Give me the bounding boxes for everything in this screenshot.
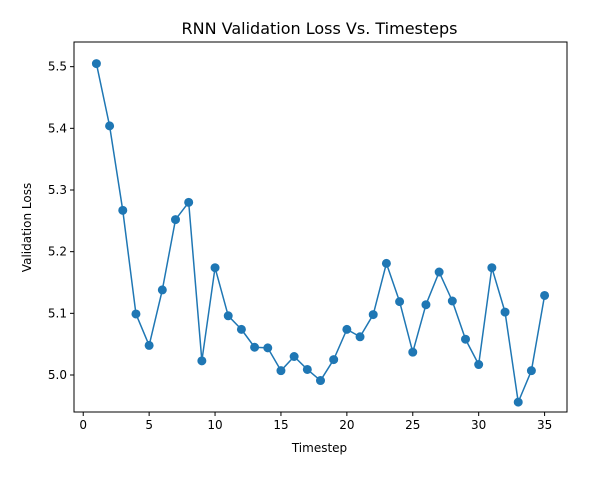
y-tick-label: 5.3 (48, 183, 67, 197)
data-point (447, 296, 457, 306)
data-point (526, 366, 536, 376)
x-tick-label: 0 (79, 418, 87, 432)
data-point (105, 121, 115, 131)
data-point (131, 309, 141, 319)
data-point (118, 205, 128, 215)
y-tick-label: 5.2 (48, 245, 67, 259)
x-tick-label: 20 (339, 418, 354, 432)
data-point (342, 324, 352, 334)
data-point (408, 347, 418, 357)
data-point (316, 376, 325, 386)
data-point (289, 352, 299, 361)
data-point (329, 355, 339, 365)
data-point (210, 263, 220, 273)
data-point (355, 332, 365, 342)
data-point (276, 366, 286, 376)
data-points (91, 59, 550, 407)
x-axis-label: Timestep (291, 441, 347, 455)
y-tick-label: 5.5 (48, 60, 67, 74)
data-point (395, 297, 405, 307)
data-point (500, 307, 510, 317)
x-tick-label: 25 (405, 418, 420, 432)
y-tick-label: 5.1 (48, 306, 67, 320)
x-tick-label: 5 (145, 418, 153, 432)
chart-title: RNN Validation Loss Vs. Timesteps (182, 19, 458, 38)
data-point (487, 263, 497, 273)
data-point (368, 310, 378, 320)
data-point (474, 360, 484, 370)
data-point (223, 311, 233, 321)
data-point (421, 300, 431, 310)
y-tick-label: 5.4 (48, 121, 67, 135)
plot-frame (73, 41, 568, 413)
data-point (263, 343, 273, 353)
series-line (95, 63, 546, 403)
data-point (513, 397, 523, 407)
data-point (144, 340, 154, 350)
series-layer (95, 63, 546, 403)
x-tick-label: 10 (207, 418, 222, 432)
data-point (381, 258, 391, 268)
x-tick-label: 30 (471, 418, 486, 432)
y-tick-label: 5.0 (48, 368, 67, 382)
data-point (302, 364, 312, 374)
data-point (197, 356, 207, 366)
data-point (157, 285, 167, 295)
data-point (184, 197, 194, 207)
data-point (171, 215, 180, 225)
data-point (91, 59, 101, 69)
x-tick-label: 35 (537, 418, 552, 432)
data-point (250, 342, 260, 352)
data-point (434, 267, 444, 277)
x-tick-label: 15 (273, 418, 288, 432)
y-axis-label: Validation Loss (20, 183, 34, 272)
data-point (461, 334, 470, 344)
axis-ticks: 0 5 10 15 20 25 30 35 5.0 5.1 5.2 5.3 5.4 5.5 (48, 60, 552, 432)
data-point (540, 290, 550, 300)
data-point (236, 324, 246, 334)
